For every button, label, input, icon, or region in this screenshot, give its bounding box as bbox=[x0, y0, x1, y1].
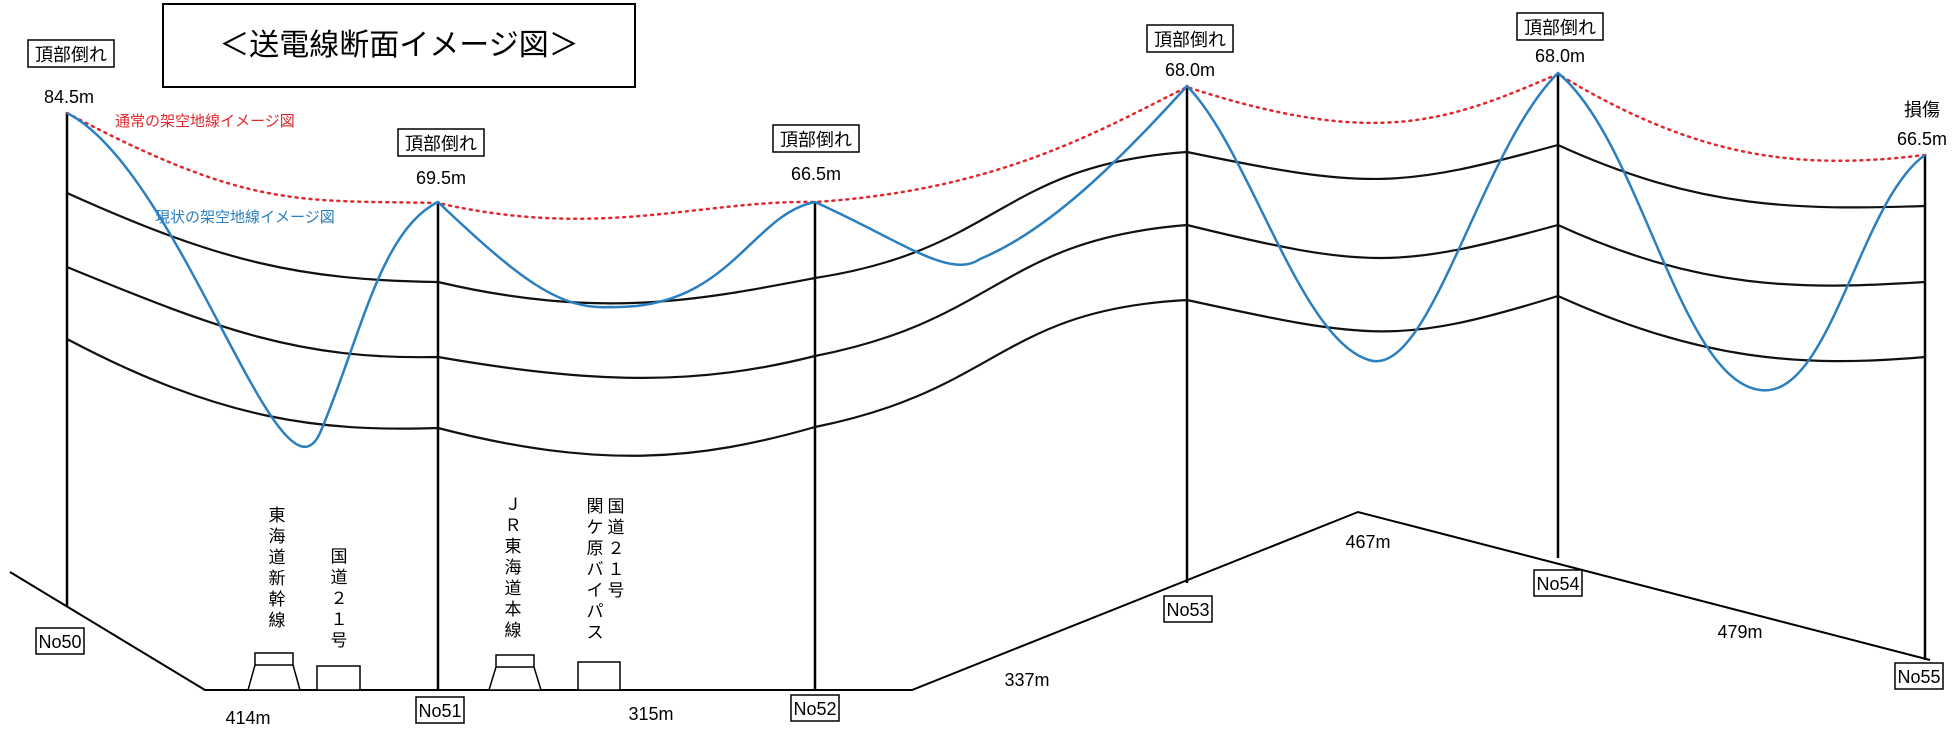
tower-status-no51: 頂部倒れ bbox=[405, 134, 477, 154]
span-no51-no52: 315m bbox=[628, 704, 673, 724]
crossing-labels: 東海道新幹線 国道２１号 ＪＲ東海道本線 国道２１号 関ケ原バイパス bbox=[269, 495, 625, 650]
crossing-label-route21-bypass-b: 関ケ原バイパス bbox=[587, 497, 604, 642]
tower-height-no53: 68.0m bbox=[1165, 60, 1215, 80]
tower-status-no50: 頂部倒れ bbox=[35, 45, 107, 65]
span-no53-no54: 467m bbox=[1345, 532, 1390, 552]
tower-height-no52: 66.5m bbox=[791, 164, 841, 184]
tower-status-no55: 損傷 bbox=[1904, 100, 1940, 120]
tower-id-no50: No50 bbox=[38, 632, 81, 652]
conductor-wire-lower bbox=[66, 294, 1926, 457]
normal-ground-wire-line bbox=[65, 72, 1927, 220]
id-box-no53 bbox=[1163, 595, 1213, 623]
crossing-label-route21-bypass-a: 国道２１号 bbox=[608, 497, 625, 600]
tower-height-no55: 66.5m bbox=[1897, 129, 1947, 149]
tower-height-no50: 84.5m bbox=[44, 87, 94, 107]
tower-height-no54: 68.0m bbox=[1535, 46, 1585, 66]
span-no52-no53: 337m bbox=[1004, 670, 1049, 690]
id-box-no51 bbox=[415, 696, 465, 724]
tower-status-no54: 頂部倒れ bbox=[1524, 18, 1596, 38]
route21-structure bbox=[316, 665, 361, 691]
status-box-no51 bbox=[397, 128, 485, 157]
tower-id-no55: No55 bbox=[1897, 667, 1940, 687]
status-box-no50 bbox=[27, 39, 115, 68]
crossing-structures bbox=[247, 652, 621, 691]
id-box-no52 bbox=[790, 694, 840, 722]
status-box-no53 bbox=[1146, 24, 1234, 53]
id-box-no54 bbox=[1533, 569, 1583, 597]
shinkansen-structure bbox=[247, 652, 301, 691]
span-lengths: 414m 315m 337m 467m 479m bbox=[225, 532, 1762, 728]
tower-id-no51: No51 bbox=[418, 701, 461, 721]
tower-id-no54: No54 bbox=[1536, 574, 1579, 594]
tower-height-no51: 69.5m bbox=[416, 168, 466, 188]
span-no54-no55: 479m bbox=[1717, 622, 1762, 642]
bypass-structure bbox=[577, 661, 621, 691]
status-box-no52 bbox=[772, 124, 860, 153]
conductor-wire-middle bbox=[66, 223, 1926, 379]
tower-labels: 頂部倒れ 84.5m 頂部倒れ 69.5m 頂部倒れ 66.5m 頂部倒れ 68… bbox=[27, 12, 1947, 188]
tower-id-no52: No52 bbox=[793, 699, 836, 719]
tower-id-no53: No53 bbox=[1166, 600, 1209, 620]
crossing-label-shinkansen: 東海道新幹線 bbox=[269, 506, 286, 630]
tower-ids: No50 No51 No52 No53 No54 No55 bbox=[35, 569, 1944, 724]
span-no50-no51: 414m bbox=[225, 708, 270, 725]
ground-profile bbox=[9, 510, 1931, 691]
title-box bbox=[162, 3, 636, 88]
tower-status-no53: 頂部倒れ bbox=[1154, 30, 1226, 50]
conductor-wires bbox=[66, 143, 1926, 457]
current-ground-wire-line bbox=[66, 71, 1926, 448]
crossing-label-route21: 国道２１号 bbox=[331, 547, 348, 650]
status-box-no54 bbox=[1516, 12, 1604, 41]
id-box-no50 bbox=[35, 627, 85, 655]
jr-line-structure bbox=[487, 654, 543, 691]
legend-normal: 通常の架空地線イメージ図 bbox=[115, 112, 295, 130]
legend-current: 現状の架空地線イメージ図 bbox=[155, 208, 335, 226]
tower-status-no52: 頂部倒れ bbox=[780, 130, 852, 150]
crossing-label-jr-line: ＪＲ東海道本線 bbox=[505, 495, 522, 640]
id-box-no55 bbox=[1894, 662, 1944, 690]
diagram-title: ＜送電線断面イメージ図＞ bbox=[219, 28, 578, 63]
conductor-wire-upper bbox=[66, 143, 1926, 305]
